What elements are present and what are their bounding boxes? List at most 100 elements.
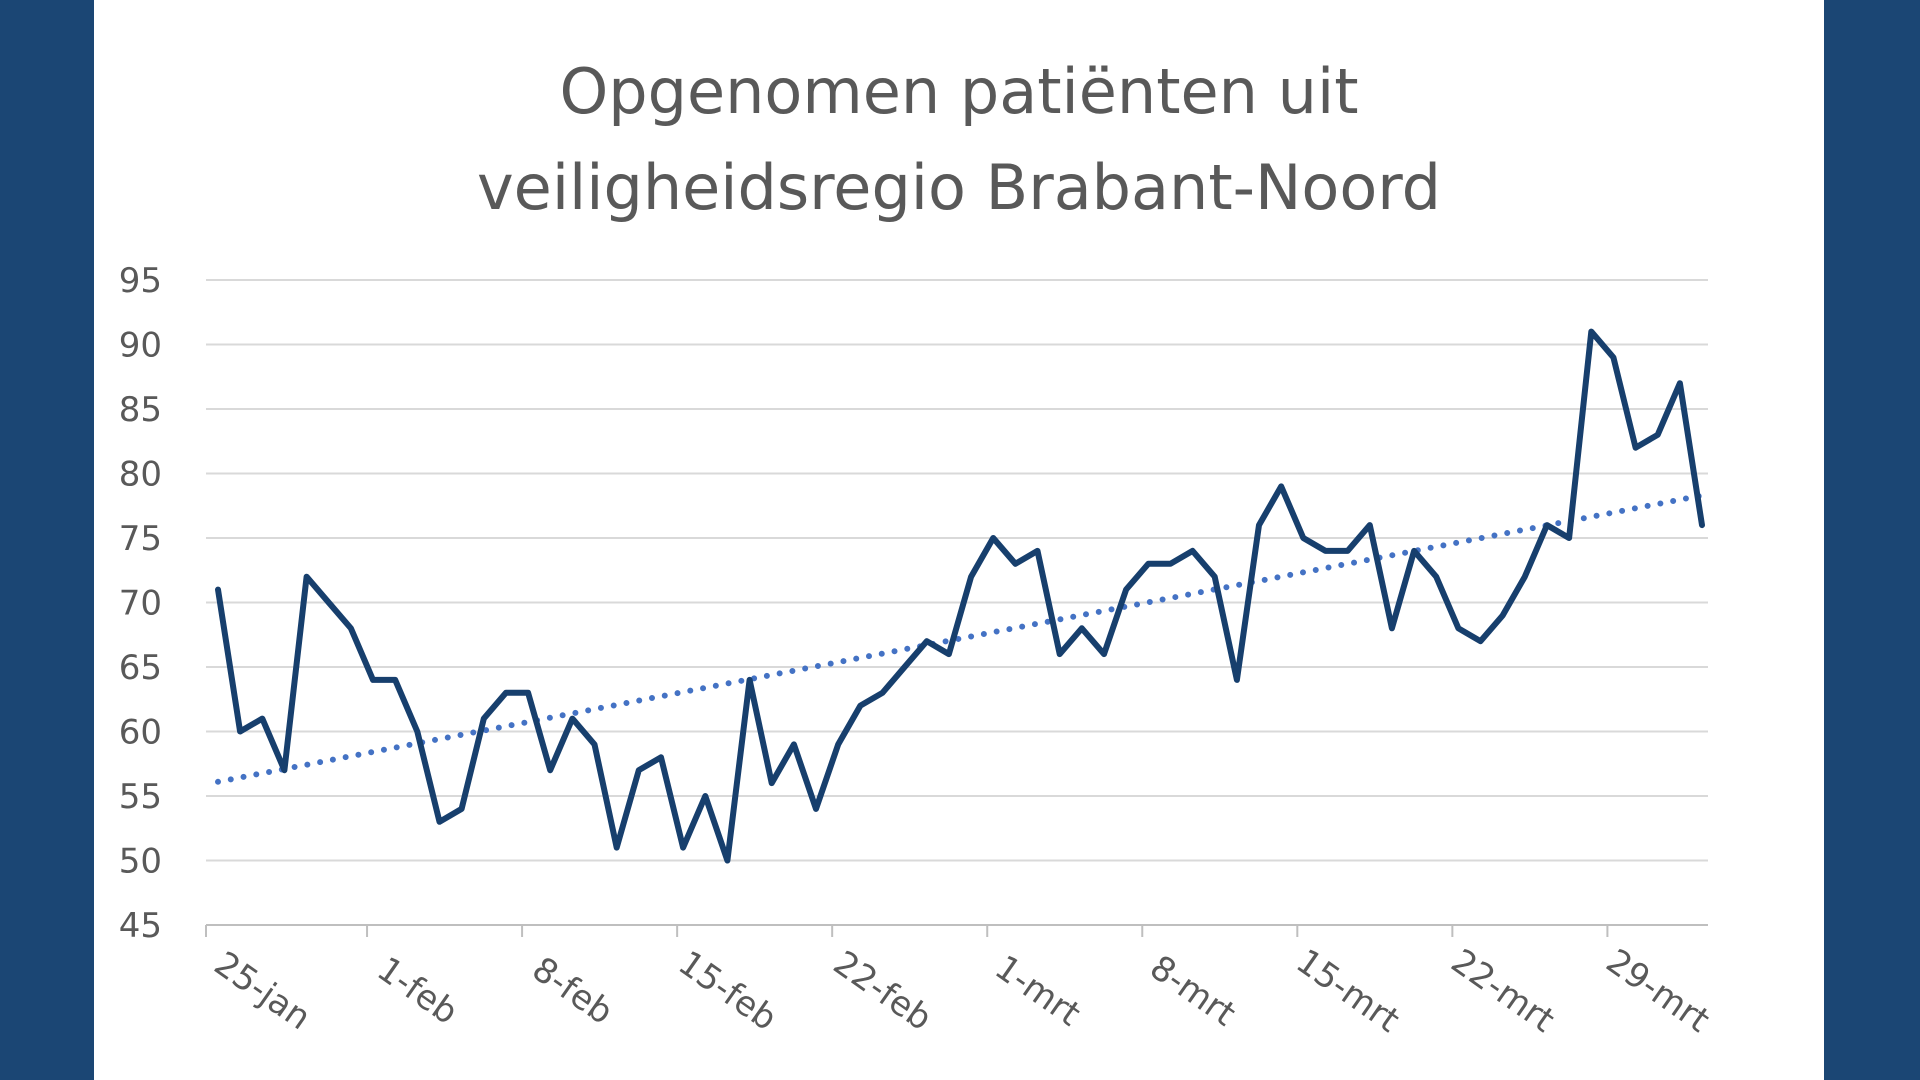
data-point	[857, 703, 863, 709]
data-point	[1633, 445, 1639, 451]
data-point	[1389, 625, 1395, 631]
data-point	[1677, 380, 1683, 386]
data-point	[1079, 625, 1085, 631]
data-point	[1478, 638, 1484, 644]
x-tick-label: 15-feb	[671, 943, 784, 1039]
y-tick-label: 95	[119, 261, 162, 301]
data-point	[968, 574, 974, 580]
chart-title-line-2: veiligheidsregio Brabant-Noord	[476, 151, 1442, 224]
data-point	[503, 690, 509, 696]
data-point	[1610, 354, 1616, 360]
data-point	[1522, 574, 1528, 580]
data-point	[680, 845, 686, 851]
data-point	[813, 806, 819, 812]
data-point	[1256, 522, 1262, 528]
x-tick-label: 8-feb	[525, 949, 620, 1032]
gridlines	[206, 279, 1708, 862]
data-point	[259, 716, 265, 722]
data-point	[370, 677, 376, 683]
x-tick-label: 15-mrt	[1289, 941, 1407, 1040]
data-point	[747, 677, 753, 683]
data-point	[1455, 625, 1461, 631]
data-point	[1655, 432, 1661, 438]
data-point	[1566, 535, 1572, 541]
data-point	[436, 819, 442, 825]
x-tick-label: 8-mrt	[1142, 948, 1242, 1035]
data-point	[1012, 561, 1018, 567]
data-point	[1588, 329, 1594, 335]
data-point	[348, 625, 354, 631]
data-point	[281, 767, 287, 773]
y-tick-label: 85	[119, 390, 162, 430]
y-tick-label: 65	[119, 648, 162, 688]
data-point	[1278, 483, 1284, 489]
data-point	[835, 741, 841, 747]
data-point	[791, 741, 797, 747]
data-point	[1212, 574, 1218, 580]
data-point	[1101, 651, 1107, 657]
data-point	[414, 729, 420, 735]
data-point	[724, 858, 730, 864]
data-point	[636, 767, 642, 773]
trendline-layer	[215, 492, 1705, 785]
x-tick-label: 29-mrt	[1599, 941, 1717, 1040]
data-point	[879, 690, 885, 696]
y-tick-label: 55	[119, 777, 162, 817]
data-point	[237, 729, 243, 735]
data-point	[392, 677, 398, 683]
data-point	[1411, 548, 1417, 554]
y-tick-labels: 95 90 85 80 75 70 65 60 55 50 45	[119, 261, 162, 946]
trendline	[215, 492, 1705, 785]
chart-panel: Opgenomen patiënten uit veiligheidsregio…	[94, 0, 1824, 1080]
data-point	[481, 716, 487, 722]
data-point	[614, 845, 620, 851]
data-point	[1167, 561, 1173, 567]
data-point	[215, 587, 221, 593]
data-point	[326, 600, 332, 606]
x-axis	[205, 924, 1708, 937]
data-point	[592, 741, 598, 747]
data-point	[769, 780, 775, 786]
data-point	[1367, 522, 1373, 528]
data-point	[1145, 561, 1151, 567]
data-point	[946, 651, 952, 657]
y-tick-label: 90	[119, 326, 162, 366]
chart-title: Opgenomen patiënten uit veiligheidsregio…	[94, 44, 1824, 236]
y-tick-label: 60	[119, 713, 162, 753]
x-tick-label: 22-mrt	[1444, 941, 1562, 1040]
data-point	[990, 535, 996, 541]
data-point	[1190, 548, 1196, 554]
y-tick-label: 80	[119, 455, 162, 495]
y-tick-label: 75	[119, 519, 162, 559]
x-tick-label: 25-jan	[207, 944, 318, 1038]
series-line	[215, 328, 1705, 864]
data-point	[1322, 548, 1328, 554]
x-tick-labels: 25-jan 1-feb 8-feb 15-feb 22-feb 1-mrt 8-mrt 15…	[207, 941, 1717, 1040]
data-point	[1123, 587, 1129, 593]
y-tick-label: 50	[119, 842, 162, 882]
x-tick-label: 22-feb	[826, 943, 939, 1039]
y-tick-label: 45	[119, 906, 162, 946]
data-point	[1699, 522, 1705, 528]
data-point	[1345, 548, 1351, 554]
data-point	[304, 574, 310, 580]
data-point	[459, 806, 465, 812]
data-point	[1057, 651, 1063, 657]
data-point	[569, 716, 575, 722]
data-point	[924, 638, 930, 644]
data-point	[1035, 548, 1041, 554]
data-point	[1300, 535, 1306, 541]
y-tick-label: 70	[119, 584, 162, 624]
data-point	[658, 754, 664, 760]
data-point	[702, 793, 708, 799]
data-point	[547, 767, 553, 773]
data-point	[1234, 677, 1240, 683]
data-point	[902, 664, 908, 670]
series-layer	[215, 328, 1705, 864]
data-point	[1500, 612, 1506, 618]
data-point	[1433, 574, 1439, 580]
data-point	[525, 690, 531, 696]
x-tick-label: 1-feb	[370, 949, 465, 1032]
data-point	[1544, 522, 1550, 528]
chart-title-line-1: Opgenomen patiënten uit	[559, 55, 1359, 128]
